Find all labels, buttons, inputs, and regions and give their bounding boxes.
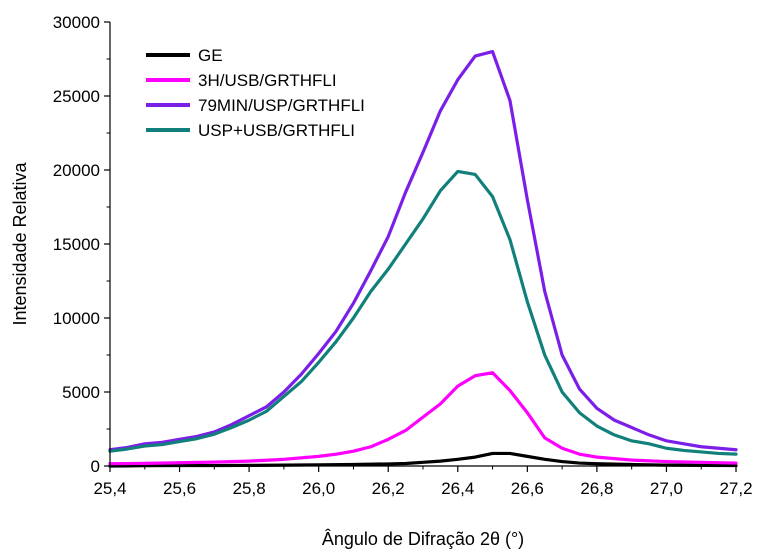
- y-tick-label: 20000: [53, 161, 100, 180]
- x-tick-label: 26,2: [372, 479, 405, 498]
- x-tick-label: 27,2: [719, 479, 752, 498]
- series-layer: [108, 49, 738, 468]
- x-tick-label: 27,0: [650, 479, 683, 498]
- y-ticks: 0 5000 10000 15000 20000 25000 30000: [53, 13, 110, 476]
- series-line-3: [108, 169, 738, 456]
- legend-label: 3H/USB/GRTHFLI: [198, 71, 337, 90]
- legend-label: GE: [198, 46, 223, 65]
- x-axis-title: Ângulo de Difração 2θ (°): [322, 529, 524, 549]
- y-axis-title: Intensidade Relativa: [10, 161, 30, 325]
- y-tick-label: 10000: [53, 309, 100, 328]
- y-tick-label: 5000: [62, 383, 100, 402]
- x-tick-label: 26,0: [302, 479, 335, 498]
- x-tick-label: 25,4: [93, 479, 126, 498]
- x-tick-label: 25,6: [163, 479, 196, 498]
- x-ticks: 25,4 25,6 25,8 26,0 26,2 26,4 26,6 26,8 27,0 27,2: [93, 466, 753, 498]
- y-tick-label: 0: [91, 457, 100, 476]
- legend-label: 79MIN/USP/GRTHFLI: [198, 96, 365, 115]
- y-tick-label: 30000: [53, 13, 100, 32]
- y-tick-label: 15000: [53, 235, 100, 254]
- series-line-2: [108, 49, 738, 452]
- x-tick-label: 25,8: [233, 479, 266, 498]
- x-tick-label: 26,4: [441, 479, 474, 498]
- legend-label: USP+USB/GRTHFLI: [198, 121, 355, 140]
- legend: GE 3H/USB/GRTHFLI 79MIN/USP/GRTHFLI USP+USB…: [146, 46, 365, 140]
- y-tick-label: 25000: [53, 87, 100, 106]
- series-line-1: [108, 371, 738, 466]
- x-tick-label: 26,6: [511, 479, 544, 498]
- x-tick-label: 26,8: [580, 479, 613, 498]
